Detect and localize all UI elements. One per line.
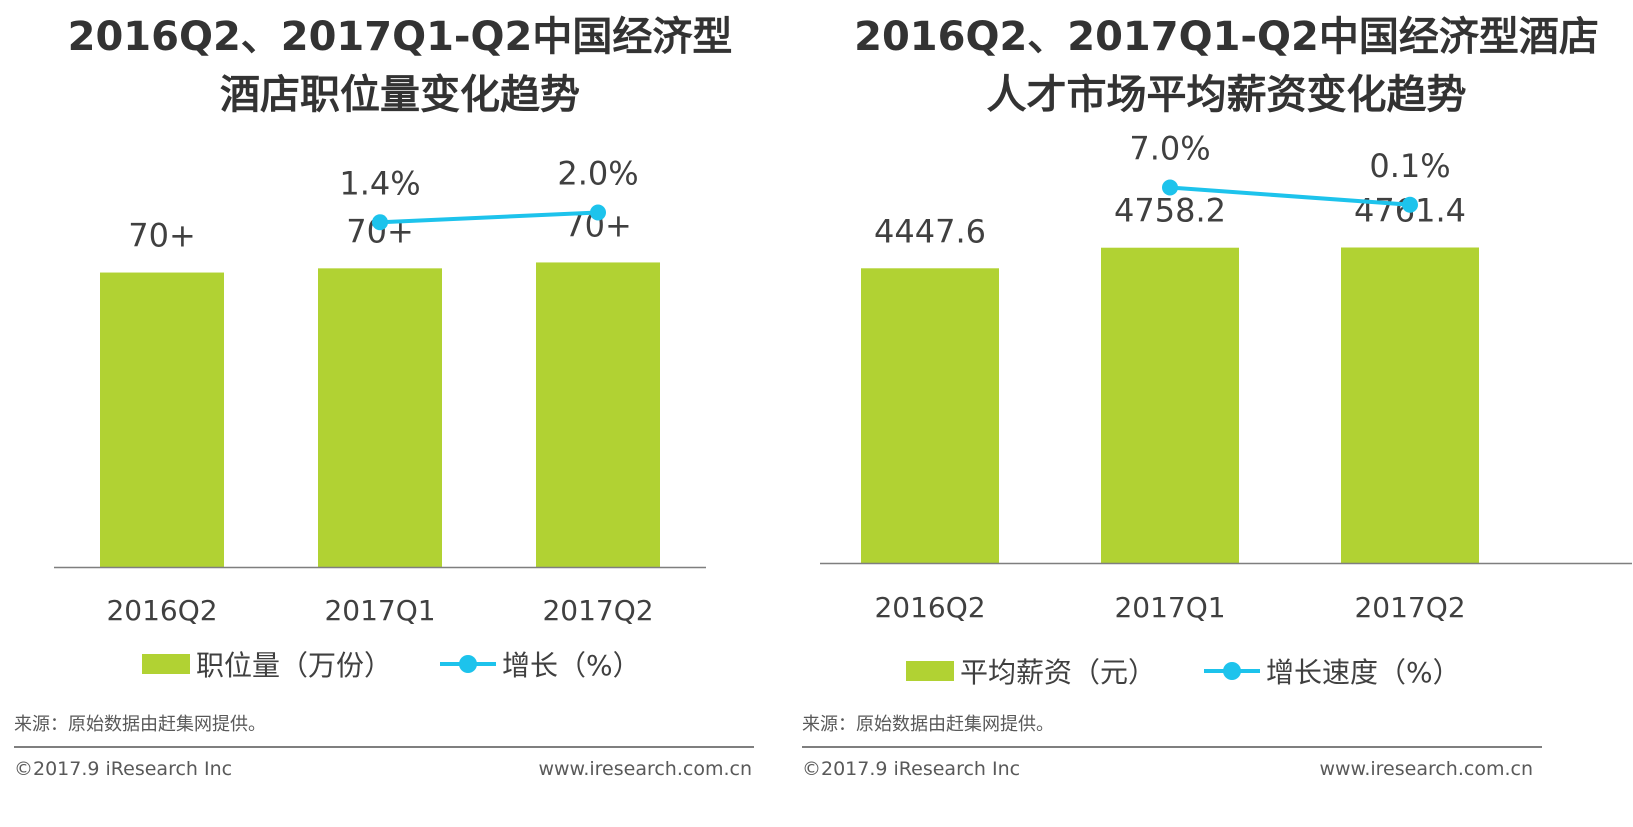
growth-line xyxy=(1169,185,1411,207)
source-note: 来源：原始数据由赶集网提供。 xyxy=(14,714,266,735)
bar xyxy=(318,268,442,567)
chart-legend: 平均薪资（元） 增长速度（%） xyxy=(906,651,1509,691)
x-tick-label: 2017Q2 xyxy=(1354,591,1465,624)
bar xyxy=(1341,247,1479,563)
legend-bar-swatch xyxy=(906,661,954,681)
x-tick-label: 2017Q1 xyxy=(324,594,435,627)
legend-line-swatch xyxy=(440,654,497,674)
chart-title-line: 2016Q2、2017Q1-Q2中国经济型酒店 xyxy=(854,14,1599,60)
copyright-text: ©2017.9 iResearch Inc xyxy=(14,758,233,780)
legend-item-bar: 职位量（万份） xyxy=(142,644,392,684)
legend-line-label: 增长速度（%） xyxy=(1266,656,1461,689)
growth-point xyxy=(1402,196,1418,213)
chart-title: 2016Q2、2017Q1-Q2中国经济型酒店 人才市场平均薪资变化趋势 xyxy=(820,8,1633,124)
legend-bar-label: 职位量（万份） xyxy=(196,649,393,682)
legend-bar-label: 平均薪资（元） xyxy=(960,656,1157,689)
bar xyxy=(861,268,999,563)
growth-value-label: 7.0% xyxy=(1129,130,1210,168)
growth-line xyxy=(379,210,599,225)
copyright-text: ©2017.9 iResearch Inc xyxy=(802,758,1021,780)
growth-point xyxy=(372,214,388,231)
website-link[interactable]: www.iresearch.com.cn xyxy=(1319,758,1533,780)
chart-title-line: 人才市场平均薪资变化趋势 xyxy=(986,72,1467,118)
footer-divider xyxy=(802,746,1542,748)
bar xyxy=(536,262,660,567)
x-tick-label: 2016Q2 xyxy=(874,591,985,624)
growth-value-label: 1.4% xyxy=(339,164,420,202)
source-note: 来源：原始数据由赶集网提供。 xyxy=(802,714,1054,735)
legend-item-line: 增长（%） xyxy=(440,644,641,684)
x-tick-label: 2017Q2 xyxy=(542,594,653,627)
growth-value-label: 2.0% xyxy=(557,155,638,193)
legend-line-swatch xyxy=(1204,661,1261,681)
chart-title-line: 酒店职位量变化趋势 xyxy=(220,72,580,118)
chart-title-line: 2016Q2、2017Q1-Q2中国经济型 xyxy=(67,14,733,60)
bar-value-label: 4758.2 xyxy=(1114,192,1226,230)
legend-line-label: 增长（%） xyxy=(502,649,641,682)
salary-chart: 4447.62016Q24758.22017Q14761.42017Q27.0%… xyxy=(820,130,1632,624)
x-tick-label: 2016Q2 xyxy=(106,594,217,627)
bar xyxy=(1101,247,1239,563)
bar-value-label: 70+ xyxy=(128,217,196,255)
legend-item-bar: 平均薪资（元） xyxy=(906,651,1156,691)
chart-panel-jobs: 2016Q2、2017Q1-Q2中国经济型 酒店职位量变化趋势 70+ 2016Q… xyxy=(0,0,800,827)
legend-item-line: 增长速度（%） xyxy=(1204,651,1461,691)
legend-bar-swatch xyxy=(142,654,190,674)
growth-point xyxy=(590,204,606,221)
bar-value-label: 4447.6 xyxy=(874,212,986,250)
chart-legend: 职位量（万份） 增长（%） xyxy=(142,644,689,684)
chart-title: 2016Q2、2017Q1-Q2中国经济型 酒店职位量变化趋势 xyxy=(0,8,800,124)
footer-divider xyxy=(14,746,754,748)
growth-point xyxy=(1162,179,1178,196)
chart-panel-salary: 2016Q2、2017Q1-Q2中国经济型酒店 人才市场平均薪资变化趋势 444… xyxy=(802,0,1633,827)
bar xyxy=(100,272,224,567)
website-link[interactable]: www.iresearch.com.cn xyxy=(538,758,752,780)
growth-value-label: 0.1% xyxy=(1369,147,1450,185)
x-tick-label: 2017Q1 xyxy=(1114,591,1225,624)
